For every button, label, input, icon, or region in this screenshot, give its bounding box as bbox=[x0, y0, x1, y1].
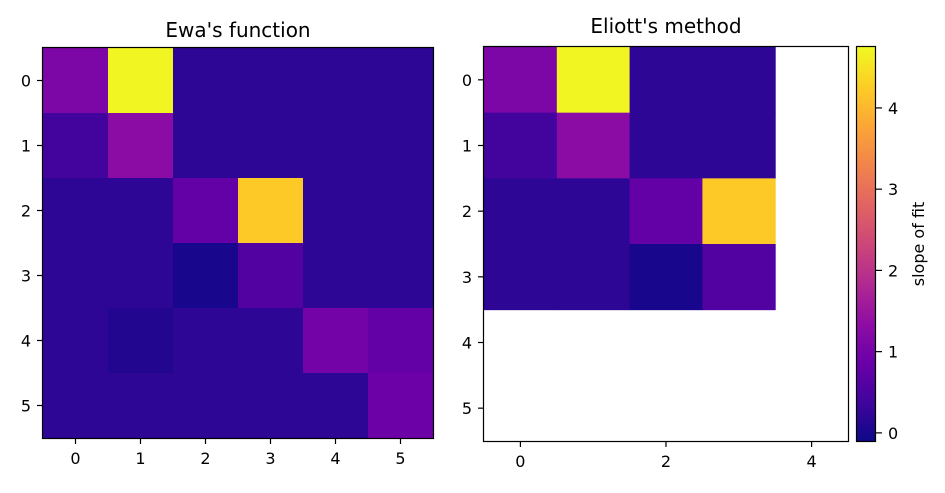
y-tick-label: 1 bbox=[21, 137, 31, 156]
heatmap-cell-r5-c2 bbox=[173, 373, 239, 439]
heatmap-cell-r2-c0 bbox=[484, 178, 558, 245]
heatmap-cell-r5-c5 bbox=[368, 373, 434, 439]
heatmap-cell-r4-c4 bbox=[303, 308, 369, 374]
x-tick-label: 3 bbox=[265, 449, 275, 468]
heatmap-cell-r2-c2 bbox=[173, 178, 239, 244]
x-tick-label: 5 bbox=[395, 449, 405, 468]
y-tick-label: 4 bbox=[21, 332, 31, 351]
heatmap-cell-r4-c3 bbox=[238, 308, 304, 374]
heatmap-cell-r2-c0 bbox=[43, 178, 109, 244]
heatmap-cell-r2-c3 bbox=[702, 178, 776, 245]
left-plot-frame bbox=[41, 46, 435, 440]
heatmap-cell-r2-c2 bbox=[629, 178, 703, 245]
x-tick-label: 1 bbox=[135, 449, 145, 468]
colorbar-label: slope of fit bbox=[909, 202, 928, 287]
heatmap-cell-r2-c5 bbox=[368, 178, 434, 244]
x-tick-label: 2 bbox=[661, 452, 671, 471]
heatmap-cell-r0-c2 bbox=[173, 48, 239, 114]
y-tick-label: 3 bbox=[21, 267, 31, 286]
heatmap-cell-r0-c3 bbox=[238, 48, 304, 114]
heatmap-cell-r0-c5 bbox=[368, 48, 434, 114]
heatmap-cell-r1-c4 bbox=[303, 113, 369, 179]
heatmap-cell-r1-c1 bbox=[108, 113, 174, 179]
heatmap-cell-r1-c0 bbox=[484, 112, 558, 179]
heatmap-cell-r1-c3 bbox=[238, 113, 304, 179]
colorbar-tick-label: 0 bbox=[888, 424, 898, 443]
left-y-axis: 0 1 2 3 4 5 bbox=[21, 72, 43, 416]
heatmap-cell-r4-c2 bbox=[173, 308, 239, 374]
heatmap-cell-r5-c0 bbox=[43, 373, 109, 439]
y-tick-label: 5 bbox=[462, 399, 472, 418]
right-heatmap-cells bbox=[484, 47, 776, 311]
heatmap-cell-r0-c3 bbox=[702, 47, 776, 114]
heatmap-cell-r3-c1 bbox=[556, 244, 631, 311]
heatmap-cell-r1-c0 bbox=[43, 113, 109, 179]
x-tick-label: 4 bbox=[330, 449, 340, 468]
colorbar-ticks: 0 1 2 3 4 bbox=[876, 99, 898, 443]
left-heatmap-cells bbox=[43, 48, 434, 439]
right-chart-title: Eliott's method bbox=[590, 14, 741, 38]
heatmap-cell-r1-c1 bbox=[556, 112, 631, 179]
heatmap-cell-r0-c1 bbox=[108, 48, 174, 114]
heatmap-cell-r5-c1 bbox=[108, 373, 174, 439]
right-x-axis: 0 2 4 bbox=[515, 441, 817, 471]
heatmap-cell-r3-c2 bbox=[173, 243, 239, 309]
heatmap-cell-r0-c2 bbox=[629, 47, 703, 114]
heatmap-cell-r3-c2 bbox=[629, 244, 703, 311]
heatmap-cell-r4-c1 bbox=[108, 308, 174, 374]
colorbar-tick-label: 2 bbox=[888, 261, 898, 280]
heatmap-cell-r0-c0 bbox=[43, 48, 109, 114]
colorbar-tick-label: 4 bbox=[888, 99, 898, 118]
x-tick-label: 0 bbox=[70, 449, 80, 468]
colorbar-tick-label: 3 bbox=[888, 180, 898, 199]
heatmap-cell-r5-c4 bbox=[303, 373, 369, 439]
heatmap-cell-r0-c0 bbox=[484, 47, 558, 114]
x-tick-label: 2 bbox=[200, 449, 210, 468]
heatmap-cell-r1-c2 bbox=[629, 112, 703, 179]
y-tick-label: 3 bbox=[462, 268, 472, 287]
x-tick-label: 4 bbox=[807, 452, 817, 471]
x-tick-label: 0 bbox=[515, 452, 525, 471]
heatmap-cell-r2-c1 bbox=[108, 178, 174, 244]
heatmap-cell-r2-c4 bbox=[303, 178, 369, 244]
heatmap-cell-r3-c3 bbox=[702, 244, 776, 311]
heatmap-cell-r2-c1 bbox=[556, 178, 631, 245]
heatmap-cell-r4-c5 bbox=[368, 308, 434, 374]
left-chart-title: Ewa's function bbox=[165, 18, 310, 42]
y-tick-label: 5 bbox=[21, 397, 31, 416]
heatmap-cell-r3-c5 bbox=[368, 243, 434, 309]
heatmap-cell-r0-c4 bbox=[303, 48, 369, 114]
heatmap-cell-r3-c0 bbox=[43, 243, 109, 309]
heatmap-cell-r1-c5 bbox=[368, 113, 434, 179]
y-tick-label: 0 bbox=[462, 71, 472, 90]
colorbar: 0 1 2 3 4 slope of fit bbox=[855, 45, 928, 443]
heatmap-cell-r4-c0 bbox=[43, 308, 109, 374]
y-tick-label: 2 bbox=[462, 202, 472, 221]
y-tick-label: 1 bbox=[462, 137, 472, 156]
right-y-axis: 0 1 2 3 4 5 bbox=[462, 71, 484, 418]
colorbar-tick-label: 1 bbox=[888, 343, 898, 362]
left-x-axis: 0 1 2 3 4 5 bbox=[70, 438, 406, 468]
heatmap-cell-r0-c1 bbox=[556, 47, 631, 114]
y-tick-label: 0 bbox=[21, 72, 31, 91]
heatmap-cell-r3-c1 bbox=[108, 243, 174, 309]
y-tick-label: 2 bbox=[21, 202, 31, 221]
y-tick-label: 4 bbox=[462, 334, 472, 353]
heatmap-panel-left: Ewa's function 0 1 2 3 4 5 0 1 2 3 4 5 bbox=[21, 18, 435, 468]
heatmap-cell-r2-c3 bbox=[238, 178, 304, 244]
heatmap-cell-r3-c3 bbox=[238, 243, 304, 309]
heatmap-cell-r1-c2 bbox=[173, 113, 239, 179]
heatmap-cell-r3-c0 bbox=[484, 244, 558, 311]
heatmap-cell-r5-c3 bbox=[238, 373, 304, 439]
heatmap-cell-r1-c3 bbox=[702, 112, 776, 179]
colorbar-gradient bbox=[855, 45, 877, 443]
heatmap-cell-r3-c4 bbox=[303, 243, 369, 309]
heatmap-panel-right: Eliott's method 0 2 4 0 1 2 3 4 5 bbox=[462, 14, 850, 471]
